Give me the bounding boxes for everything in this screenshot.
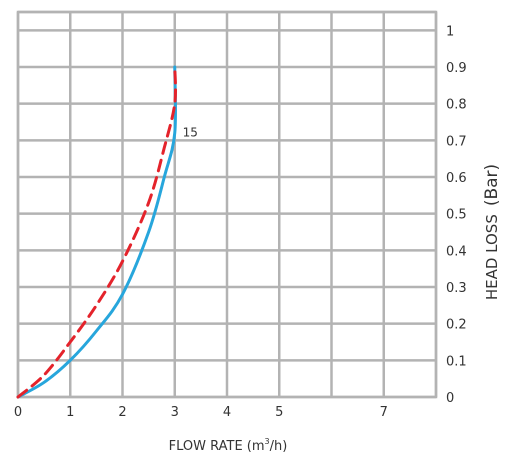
grid (16, 10, 438, 399)
curve-label: 15 (183, 126, 198, 140)
y-tick-label: 0.3 (446, 281, 467, 296)
y-tick-label: 0.8 (446, 98, 467, 113)
x-tick-label: 1 (66, 405, 74, 420)
x-tick-labels: 0 1 2 3 4 5 7 (14, 405, 388, 420)
annotations-group: 15 (183, 126, 198, 140)
series-line-solid (16, 65, 178, 399)
y-tick-label: 0.4 (446, 244, 467, 259)
y-tick-labels: 0 0.1 0.2 0.3 0.4 0.5 0.6 0.7 0.8 0.9 1 (446, 24, 467, 406)
x-tick-label: 3 (171, 405, 179, 420)
y-axis-title: HEAD LOSS(Bar) (482, 164, 502, 300)
x-tick-label: 4 (223, 405, 231, 420)
y-tick-label: 0.5 (446, 208, 467, 223)
x-tick-label: 0 (14, 405, 22, 420)
y-tick-label: 0 (446, 391, 454, 406)
series-line-dashed (16, 65, 178, 399)
x-tick-label: 5 (275, 405, 283, 420)
x-axis-title: FLOW RATE (m3/h) (169, 437, 288, 454)
x-tick-label: 7 (380, 405, 388, 420)
x-tick-label: 2 (118, 405, 126, 420)
series-group (16, 65, 178, 399)
y-tick-label: 1 (446, 24, 454, 39)
y-tick-label: 0.9 (446, 61, 467, 76)
y-tick-label: 0.7 (446, 134, 467, 149)
y-tick-label: 0.6 (446, 171, 467, 186)
y-tick-label: 0.1 (446, 354, 467, 369)
y-tick-label: 0.2 (446, 318, 467, 333)
